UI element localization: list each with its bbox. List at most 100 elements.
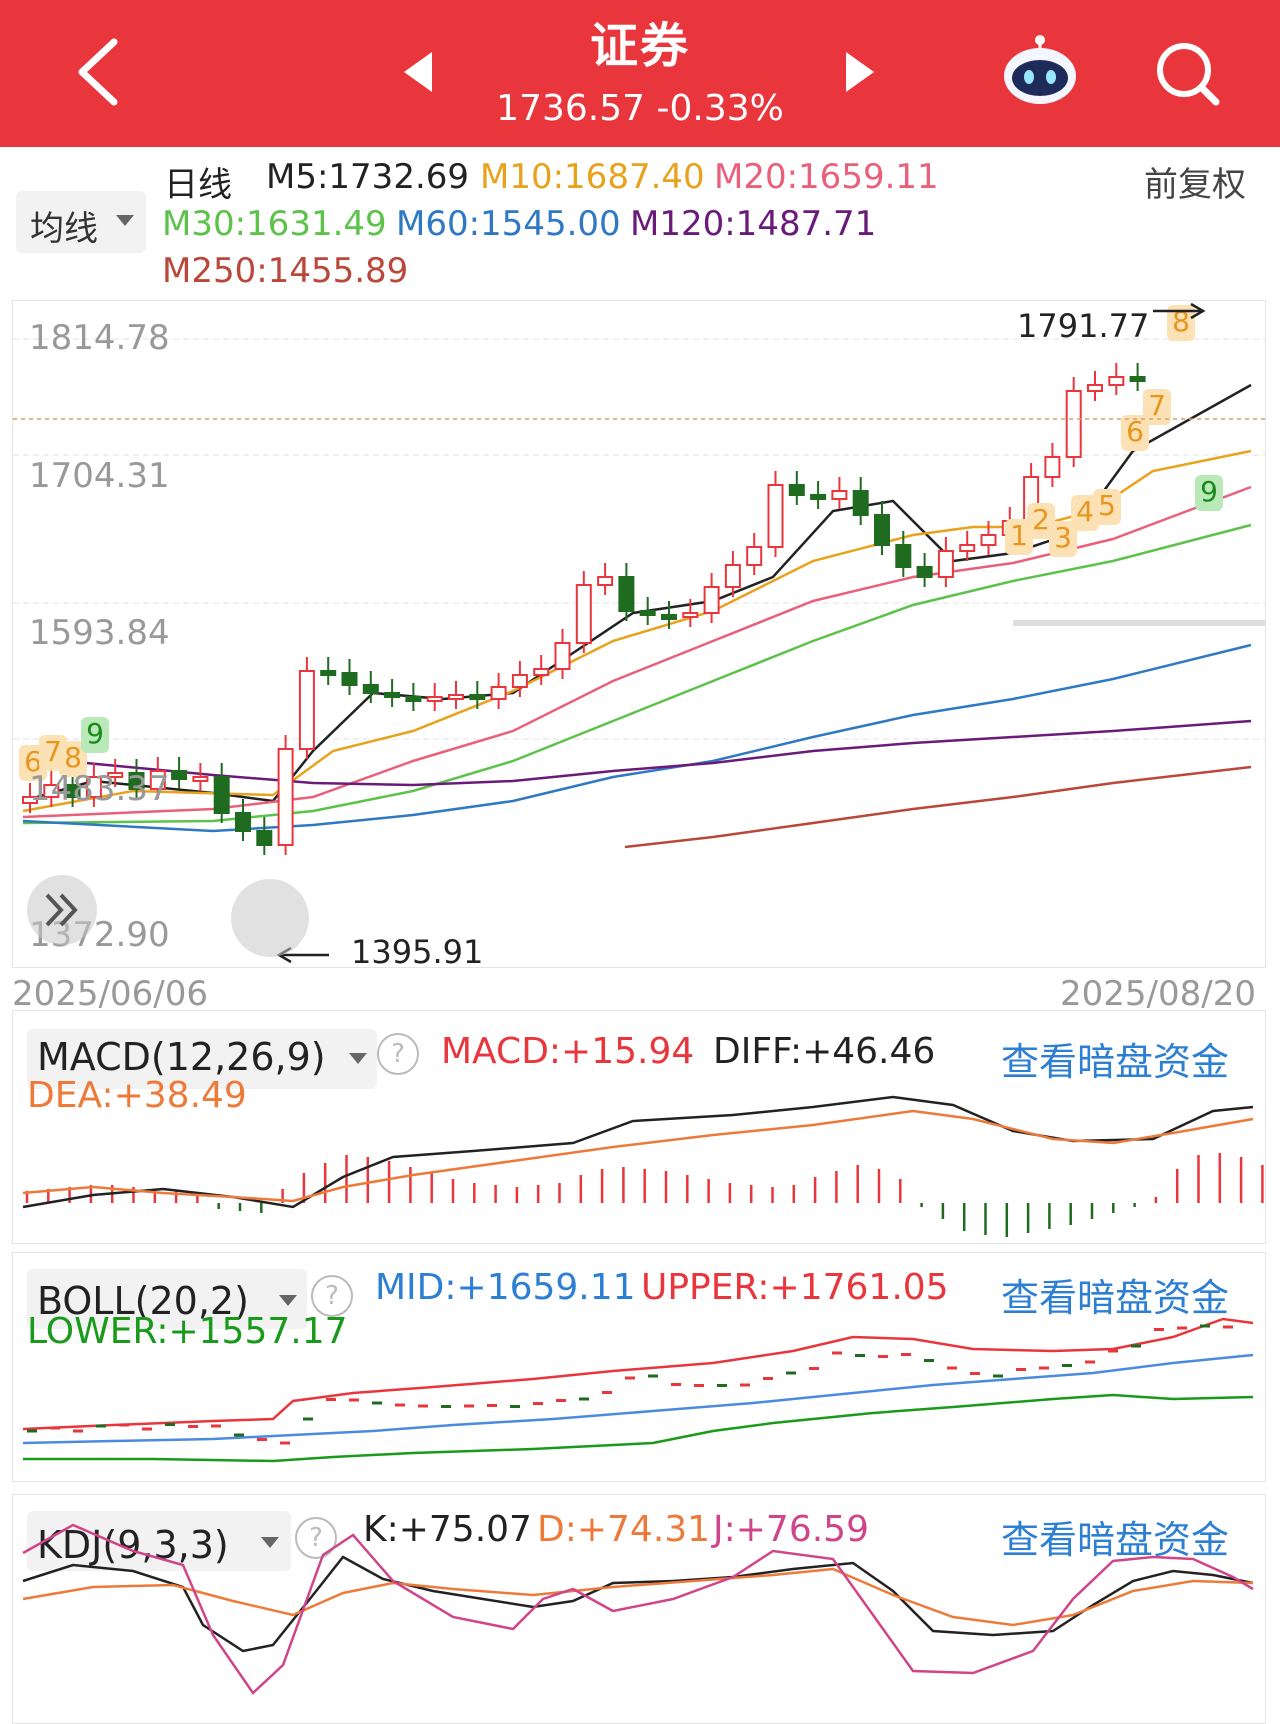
ma120-value: M120:1487.71 [630, 204, 877, 244]
candle-body [149, 770, 166, 790]
candle-body [1129, 376, 1146, 382]
ma30-value: M30:1631.49 [162, 204, 387, 244]
candle-body [767, 484, 784, 548]
kdj-chart [22, 1523, 1254, 1695]
boll-mid-value: MID:+1659.11 [375, 1267, 636, 1308]
td-marker-nine: 9 [86, 717, 104, 750]
td-marker-bg [1005, 519, 1033, 555]
td-marker: 4 [1076, 495, 1094, 528]
kdj-j-value: J:+76.59 [713, 1509, 869, 1550]
candle-body [682, 612, 699, 618]
boll-lower-line [23, 1393, 1254, 1463]
candle-body [448, 694, 464, 700]
kdj-d-value: D:+74.31 [537, 1509, 711, 1550]
back-button[interactable] [70, 36, 130, 108]
candle-body [511, 674, 528, 688]
y-label-1: 1814.78 [29, 318, 170, 358]
td-marker-bg [1049, 521, 1077, 557]
assistant-button[interactable] [1000, 32, 1080, 108]
boll-selector[interactable]: BOLL(20,2) [27, 1269, 307, 1329]
ma250-line [624, 765, 1252, 849]
double-chevron-right-icon [45, 893, 78, 927]
next-stock-button[interactable] [842, 50, 876, 94]
boll-mid-line [22, 1353, 1254, 1445]
candle-body [256, 830, 273, 846]
td-marker-bg [1093, 489, 1121, 525]
kdj-k-line [22, 1555, 1254, 1653]
candle-body [1065, 390, 1082, 458]
ma250-value: M250:1455.89 [162, 251, 409, 291]
help-icon[interactable]: ? [295, 1517, 337, 1559]
top-bar: 证券 1736.57 -0.33% [0, 0, 1280, 147]
ma5-value: M5:1732.69 [266, 157, 470, 197]
diff-line [22, 1095, 1254, 1209]
kdj-d-line [22, 1567, 1254, 1627]
candle-body [171, 770, 188, 780]
td-marker: 8 [64, 741, 82, 774]
candle-body [937, 550, 954, 578]
td-marker: 5 [1098, 489, 1116, 522]
candle-body [128, 772, 145, 790]
y-label-3: 1593.84 [29, 613, 170, 653]
crosshair-handle[interactable] [231, 879, 309, 957]
boll-selector-label: BOLL(20,2) [37, 1279, 249, 1323]
candle-body [384, 692, 401, 698]
dark-pool-link[interactable]: 查看暗盘资金 [1001, 1276, 1230, 1320]
candle-body [980, 534, 997, 546]
candle-body [533, 668, 550, 676]
robot-assistant-icon [1004, 35, 1076, 104]
candle-body [213, 776, 230, 814]
help-icon[interactable]: ? [377, 1033, 419, 1075]
candle-body [575, 584, 592, 644]
candle-body [192, 776, 209, 782]
candle-body [874, 514, 890, 546]
td-marker: 2 [1032, 503, 1050, 536]
td-marker: 6 [1126, 415, 1144, 448]
help-icon[interactable]: ? [311, 1275, 353, 1317]
candle-body [597, 576, 614, 586]
candle-body [235, 812, 251, 832]
index-quote: 1736.57 -0.33% [0, 88, 1280, 129]
macd-value: MACD:+15.94 [441, 1031, 695, 1072]
kdj-j-line [22, 1523, 1254, 1695]
previous-stock-button[interactable] [402, 50, 436, 94]
candle-body [639, 610, 656, 616]
boll-panel: BOLL(20,2) ? MID:+1659.11 UPPER:+1761.05… [12, 1252, 1266, 1482]
ma20-line [22, 485, 1252, 819]
td-marker-bg [1027, 503, 1055, 539]
adjust-mode[interactable]: 前复权 [1144, 165, 1246, 205]
candle-body [490, 686, 507, 700]
candle-body [895, 544, 912, 568]
caret-down-icon [261, 1537, 279, 1548]
dark-pool-link[interactable]: 查看暗盘资金 [1001, 1518, 1230, 1562]
search-button[interactable] [1154, 40, 1222, 108]
high-price-label: 1791.77 [1017, 307, 1149, 345]
ma10-line [22, 449, 1252, 813]
chevron-left-icon [78, 38, 118, 106]
kdj-selector[interactable]: KDJ(9,3,3) [27, 1511, 291, 1571]
low-price-label: 1395.91 [351, 933, 483, 967]
candle-body [320, 670, 337, 676]
candle-body [1044, 456, 1061, 478]
td-marker: 7 [44, 735, 62, 768]
dark-pool-link[interactable]: 查看暗盘资金 [1001, 1040, 1230, 1084]
ma60-value: M60:1545.00 [396, 204, 621, 244]
td-marker: 7 [1148, 389, 1166, 422]
search-icon [1157, 43, 1220, 106]
td-marker-nine-bg [1195, 475, 1223, 511]
kdj-panel: KDJ(9,3,3) ? K:+75.07 D:+74.31 J:+76.59 … [12, 1494, 1266, 1724]
candle-body [724, 564, 741, 588]
ma30-line [22, 523, 1252, 825]
candle-body [852, 490, 869, 516]
macd-selector[interactable]: MACD(12,26,9) [27, 1029, 377, 1089]
boll-chart [22, 1317, 1254, 1463]
candle-body [107, 772, 124, 778]
dropdown-label: 均线 [30, 209, 98, 249]
ma-type-dropdown[interactable]: 均线 [16, 191, 146, 253]
td-marker: 6 [24, 745, 42, 778]
collapse-toggle[interactable] [27, 875, 97, 945]
candle-body [64, 784, 81, 798]
candle-body [746, 546, 763, 566]
